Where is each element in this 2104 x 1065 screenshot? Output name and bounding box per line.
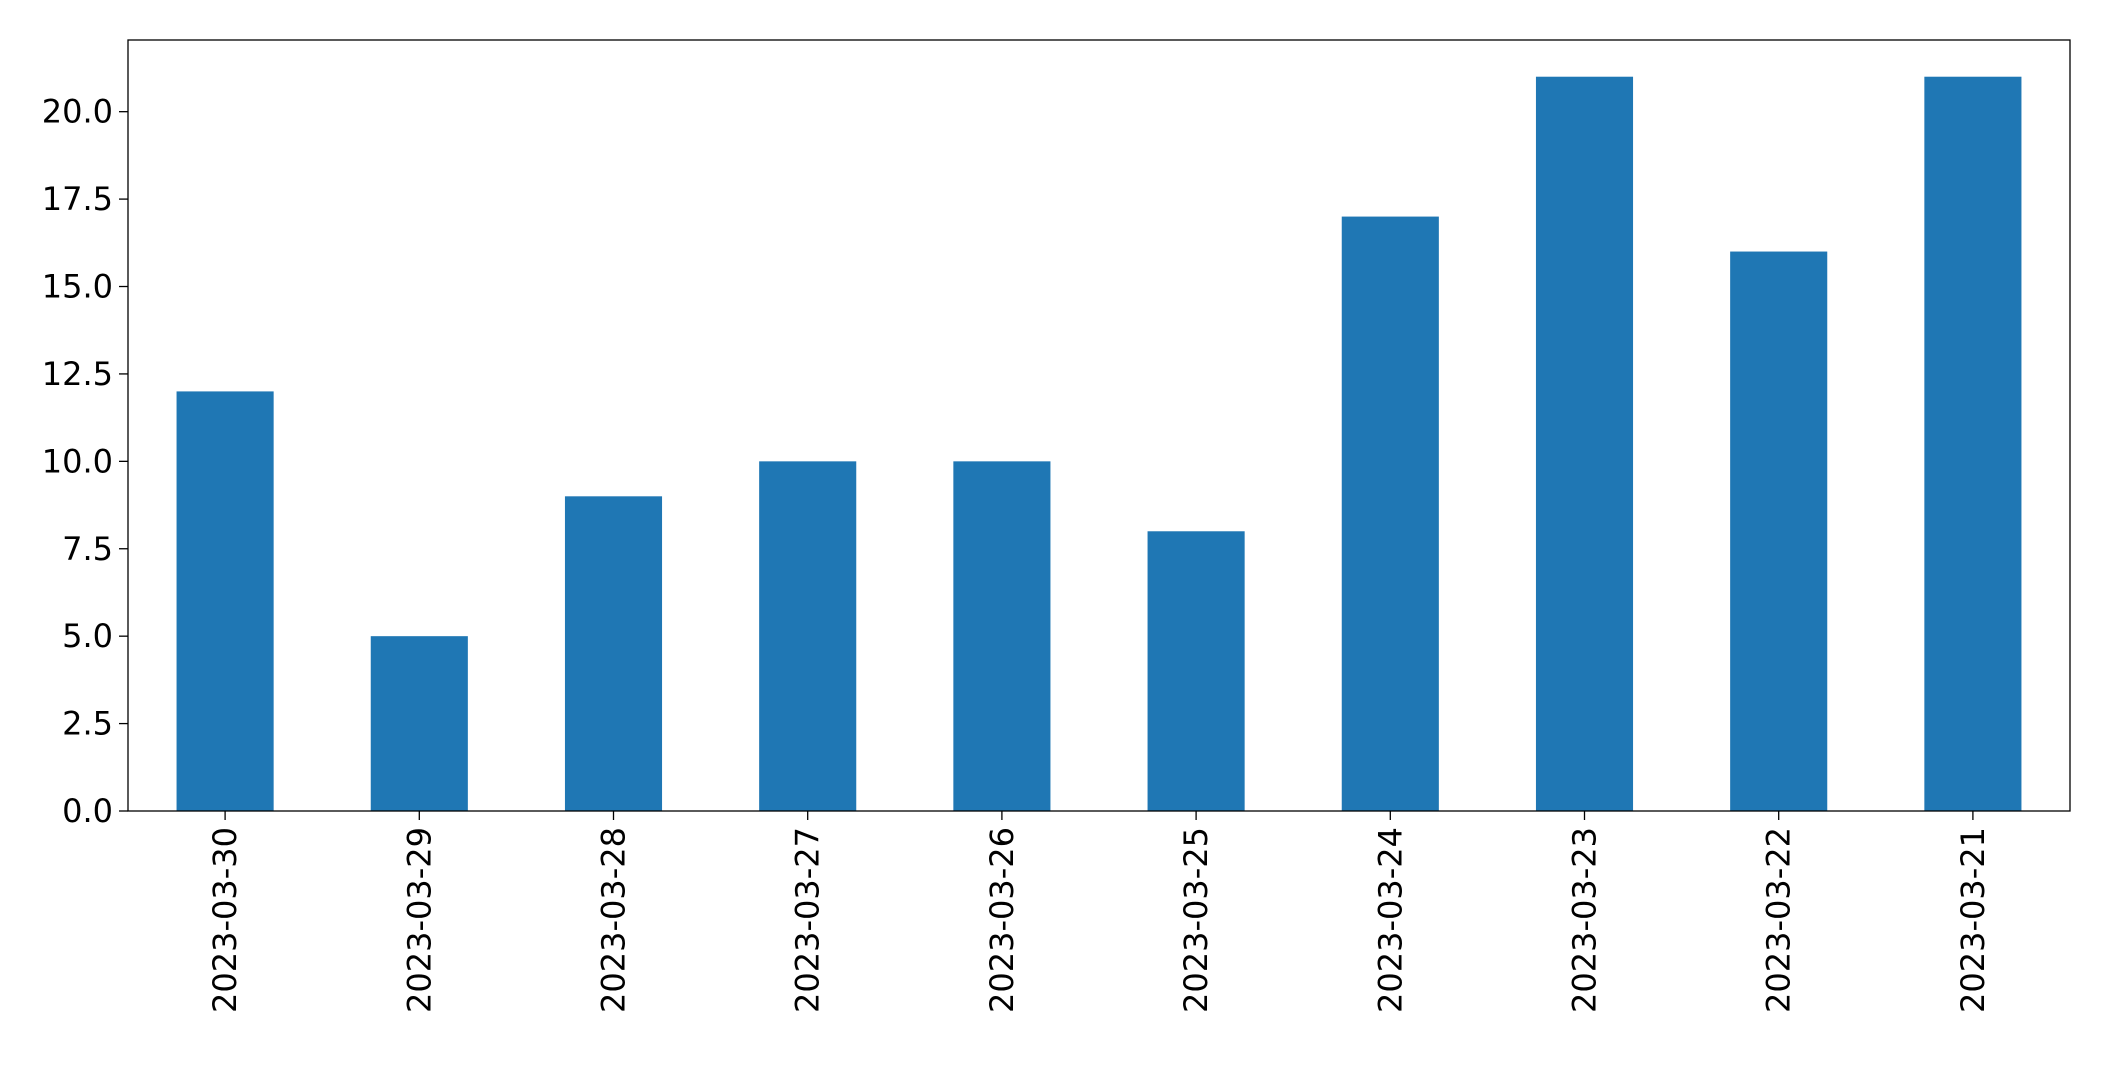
y-tick-label: 15.0: [42, 268, 113, 306]
y-tick-label: 12.5: [42, 355, 113, 393]
bar-2023-03-28: [564, 496, 663, 811]
bar-2023-03-21: [1924, 76, 2022, 811]
y-tick-label: 7.5: [62, 530, 113, 568]
x-tick-label: 2023-03-21: [1954, 827, 1992, 1013]
x-tick-label: 2023-03-23: [1566, 827, 1604, 1013]
bar-2023-03-22: [1730, 251, 1828, 812]
y-tick-label: 0.0: [62, 792, 113, 830]
y-tick-label: 5.0: [62, 617, 113, 655]
x-tick-label: 2023-03-30: [206, 827, 244, 1013]
y-axis: 0.0 2.5 5.0 7.5 10.0 12.5 15.0 17.5 20.0: [42, 93, 128, 830]
y-tick-label: 10.0: [42, 442, 113, 480]
bar-2023-03-30: [176, 391, 274, 811]
bar-2023-03-27: [759, 461, 857, 811]
bar-2023-03-29: [370, 636, 468, 811]
bar-2023-03-24: [1341, 216, 1439, 811]
x-tick-label: 2023-03-27: [789, 827, 827, 1013]
x-tick-label: 2023-03-26: [983, 827, 1021, 1013]
x-tick-label: 2023-03-24: [1371, 827, 1409, 1013]
x-axis: 2023-03-30 2023-03-29 2023-03-28 2023-03-27…: [206, 811, 1992, 1013]
y-tick-label: 2.5: [62, 705, 113, 743]
x-tick-label: 2023-03-29: [400, 827, 438, 1013]
x-tick-label: 2023-03-22: [1760, 827, 1798, 1013]
bars-layer: [176, 76, 2022, 812]
y-tick-label: 17.5: [42, 180, 113, 218]
x-tick-label: 2023-03-25: [1177, 827, 1215, 1013]
bar-2023-03-25: [1147, 531, 1245, 811]
x-tick-label: 2023-03-28: [595, 827, 633, 1013]
bar-2023-03-26: [953, 461, 1051, 811]
y-tick-label: 20.0: [42, 93, 113, 131]
plot-frame: [127, 39, 2071, 812]
bar-2023-03-23: [1535, 76, 1634, 811]
